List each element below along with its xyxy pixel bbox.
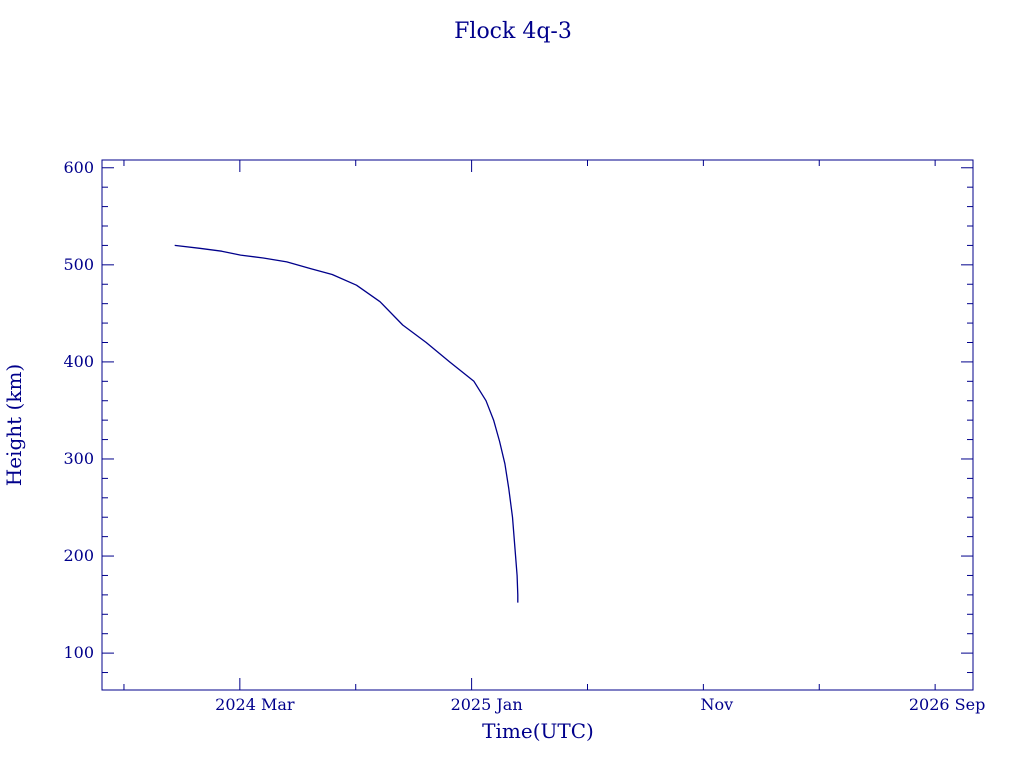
y-axis-label: Height (km) (2, 364, 26, 486)
x-tick-label: 2025 Jan (451, 695, 523, 714)
x-tick-label: 2024 Mar (215, 695, 295, 714)
y-tick-label: 300 (63, 449, 94, 468)
x-axis-label: Time(UTC) (482, 719, 594, 743)
axis-ticks (102, 160, 973, 690)
y-tick-label: 200 (63, 546, 94, 565)
plot-frame (101, 159, 974, 691)
x-tick-label: Nov (701, 695, 734, 714)
y-tick-label: 600 (63, 158, 94, 177)
chart-title: Flock 4q-3 (454, 19, 572, 44)
x-tick-label: 2026 Sep (909, 695, 985, 714)
tick-labels: 100 200 300 400 500 600 2024 Mar 2025 Jan Nov 202… (63, 158, 985, 714)
height-series-line (174, 244, 519, 603)
y-tick-label: 100 (63, 643, 94, 662)
series-layer (174, 244, 519, 603)
y-tick-label: 500 (63, 255, 94, 274)
y-tick-label: 400 (63, 352, 94, 371)
